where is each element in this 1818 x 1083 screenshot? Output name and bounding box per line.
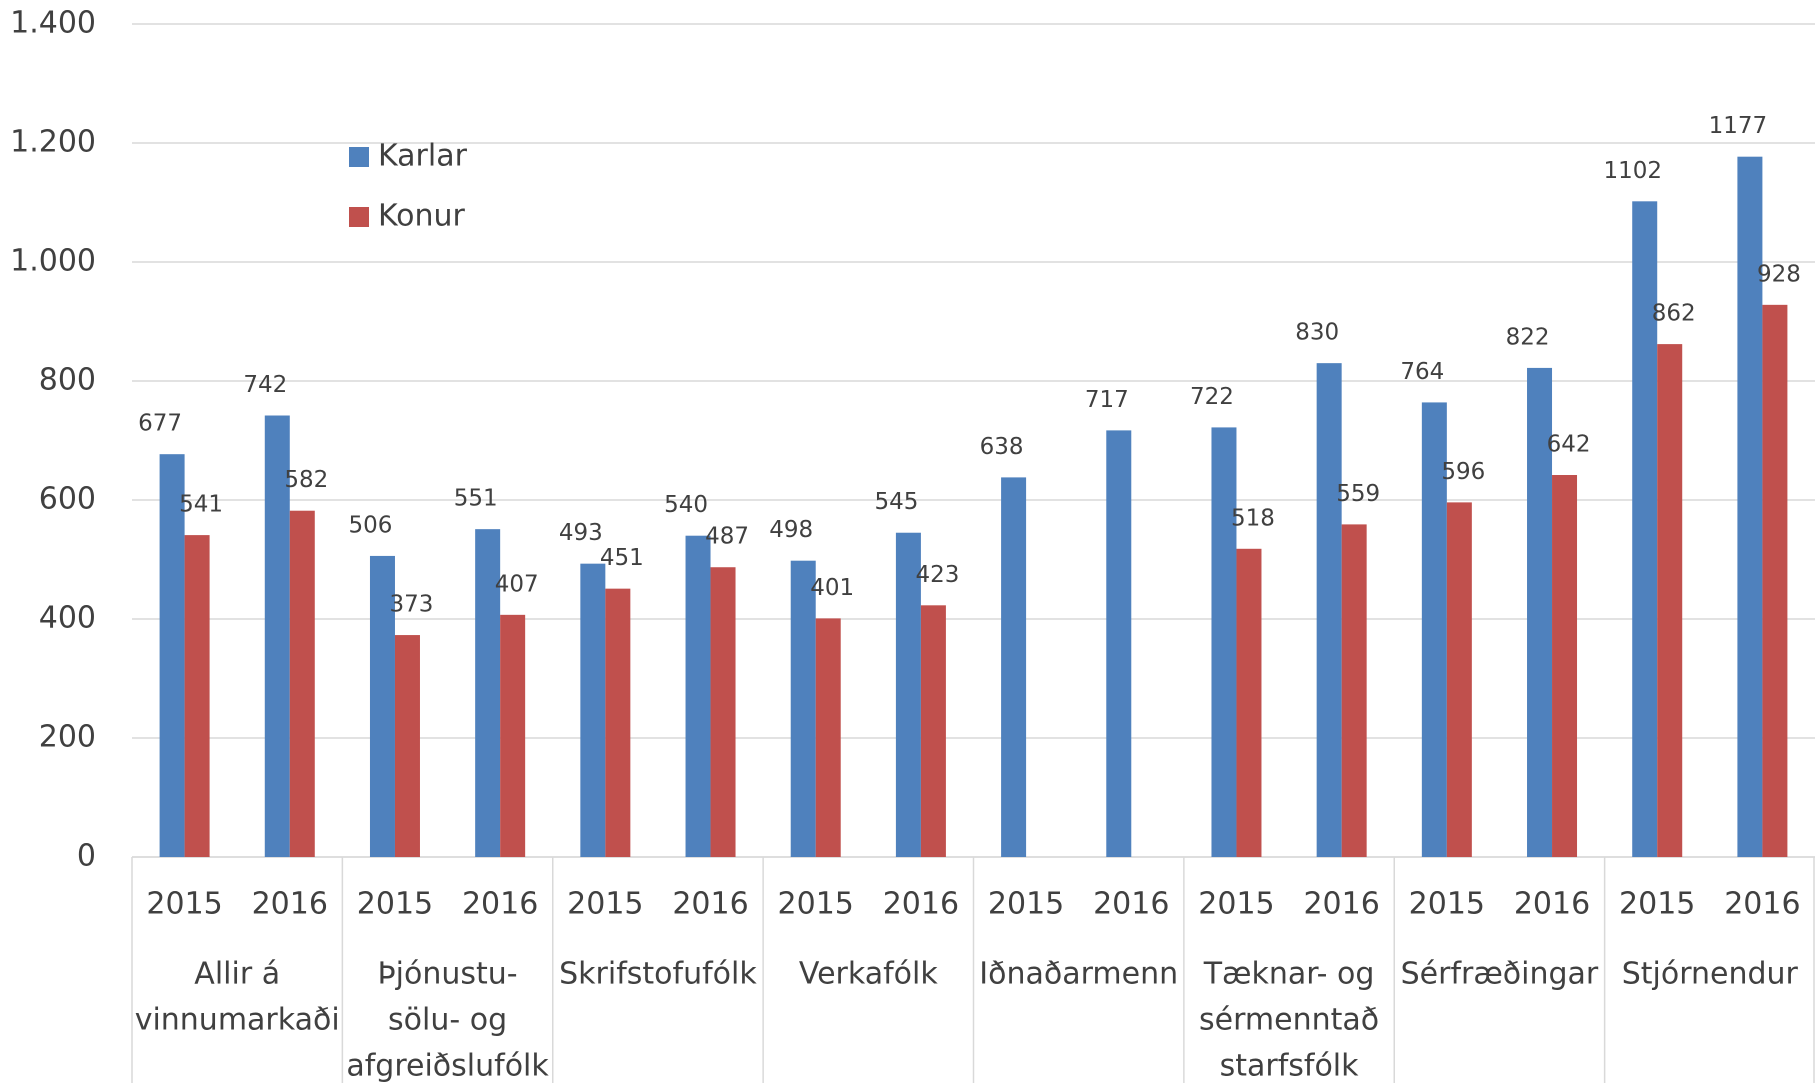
data-label: 545 bbox=[874, 489, 918, 515]
x-tick-label: 2016 bbox=[1514, 887, 1590, 922]
bar bbox=[500, 615, 525, 857]
x-tick-label: 2016 bbox=[672, 887, 748, 922]
y-tick-label: 800 bbox=[39, 363, 96, 398]
x-tick-label: 2015 bbox=[567, 887, 643, 922]
bar bbox=[1657, 344, 1682, 857]
group-label: starfsfólk bbox=[1220, 1049, 1360, 1083]
data-label: 506 bbox=[349, 512, 393, 538]
bar bbox=[1236, 549, 1261, 857]
legend-label: Konur bbox=[378, 199, 466, 234]
group-label: Skrifstofufólk bbox=[559, 957, 757, 992]
data-label: 493 bbox=[559, 520, 603, 546]
group-label: Verkafólk bbox=[799, 957, 938, 992]
bar bbox=[395, 635, 420, 857]
data-label: 596 bbox=[1441, 459, 1485, 485]
x-tick-label: 2015 bbox=[357, 887, 433, 922]
bar bbox=[1762, 305, 1787, 857]
bar bbox=[1106, 430, 1131, 857]
y-tick-label: 1.200 bbox=[10, 125, 96, 160]
x-tick-label: 2015 bbox=[146, 887, 222, 922]
data-label: 407 bbox=[495, 571, 539, 597]
data-label: 582 bbox=[284, 467, 328, 493]
bar bbox=[921, 605, 946, 857]
legend-swatch bbox=[349, 207, 369, 227]
data-label: 540 bbox=[664, 492, 708, 518]
data-label: 642 bbox=[1547, 432, 1591, 458]
bar bbox=[791, 561, 816, 857]
y-tick-label: 400 bbox=[39, 601, 96, 636]
x-tick-label: 2015 bbox=[778, 887, 854, 922]
chart: 0 200 400 600 800 1.000 1.200 1.400 2015 677 541 20… bbox=[0, 0, 1818, 1083]
x-tick-label: 2016 bbox=[1093, 887, 1169, 922]
data-label: 742 bbox=[243, 372, 287, 398]
data-label: 830 bbox=[1295, 320, 1339, 346]
data-label: 423 bbox=[915, 562, 959, 588]
group-label: Sérfræðingar bbox=[1401, 957, 1599, 992]
bar bbox=[1001, 477, 1026, 857]
x-tick-label: 2016 bbox=[1303, 887, 1379, 922]
data-label: 1177 bbox=[1709, 113, 1768, 139]
group-label: Iðnaðarmenn bbox=[979, 957, 1178, 992]
group-label: vinnumarkaði bbox=[135, 1003, 340, 1038]
data-label: 928 bbox=[1757, 261, 1801, 287]
x-tick-label: 2015 bbox=[988, 887, 1064, 922]
x-tick-label: 2015 bbox=[1409, 887, 1485, 922]
bar bbox=[816, 618, 841, 857]
bar bbox=[185, 535, 210, 857]
bar bbox=[686, 536, 711, 857]
data-label: 551 bbox=[454, 486, 498, 512]
bar bbox=[580, 564, 605, 857]
group-label: Allir á bbox=[194, 957, 280, 992]
data-label: 722 bbox=[1190, 384, 1234, 410]
data-label: 677 bbox=[138, 411, 182, 437]
data-label: 451 bbox=[600, 545, 644, 571]
data-label: 518 bbox=[1231, 505, 1275, 531]
bar bbox=[1552, 475, 1577, 857]
bar bbox=[605, 589, 630, 857]
data-label: 638 bbox=[980, 434, 1024, 460]
x-tick-label: 2016 bbox=[883, 887, 959, 922]
data-label: 559 bbox=[1336, 481, 1380, 507]
data-label: 717 bbox=[1085, 387, 1129, 413]
data-label: 862 bbox=[1652, 301, 1696, 327]
group-label: sérmenntað bbox=[1199, 1003, 1379, 1038]
data-label: 487 bbox=[705, 524, 749, 550]
data-label: 498 bbox=[769, 517, 813, 543]
bar bbox=[1211, 427, 1236, 857]
y-tick-label: 600 bbox=[39, 482, 96, 517]
x-tick-label: 2016 bbox=[462, 887, 538, 922]
legend-label: Karlar bbox=[378, 139, 468, 174]
x-tick-label: 2015 bbox=[1619, 887, 1695, 922]
group-label: Þjónustu- bbox=[378, 957, 518, 992]
x-tick-label: 2016 bbox=[252, 887, 328, 922]
data-label: 1102 bbox=[1603, 158, 1662, 184]
x-tick-label: 2015 bbox=[1198, 887, 1274, 922]
group-label: afgreiðslufólk bbox=[346, 1049, 549, 1083]
data-label: 373 bbox=[390, 592, 434, 618]
group-label: Tæknar- og bbox=[1203, 957, 1375, 992]
group-label: Stjórnendur bbox=[1622, 957, 1799, 992]
bar bbox=[1447, 502, 1472, 857]
y-tick-label: 0 bbox=[77, 839, 96, 874]
legend-swatch bbox=[349, 147, 369, 167]
data-label: 541 bbox=[179, 492, 223, 518]
data-label: 401 bbox=[810, 575, 854, 601]
data-label: 764 bbox=[1400, 359, 1444, 385]
group-label: sölu- og bbox=[388, 1003, 507, 1038]
bar bbox=[290, 511, 315, 857]
bar bbox=[1342, 524, 1367, 857]
bar bbox=[1317, 363, 1342, 857]
bar bbox=[711, 567, 736, 857]
y-tick-label: 1.400 bbox=[10, 6, 96, 41]
data-label: 822 bbox=[1506, 324, 1550, 350]
x-tick-label: 2016 bbox=[1724, 887, 1800, 922]
y-tick-label: 1.000 bbox=[10, 244, 96, 279]
y-tick-label: 200 bbox=[39, 720, 96, 755]
